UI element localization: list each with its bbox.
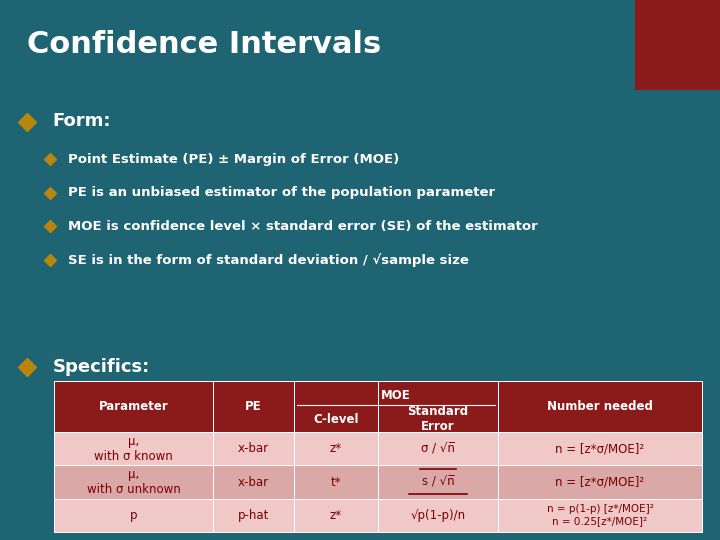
Text: PE: PE	[245, 400, 261, 413]
Bar	[378, 432, 498, 465]
Text: PE is an unbiased estimator of the population parameter: PE is an unbiased estimator of the popul…	[68, 186, 495, 199]
Text: Standard
Error: Standard Error	[408, 405, 469, 433]
Text: n = p(1-p) [z*/MOE]²
n = 0.25[z*/MOE]²: n = p(1-p) [z*/MOE]² n = 0.25[z*/MOE]²	[546, 504, 653, 526]
Bar	[498, 432, 702, 465]
Text: p-hat: p-hat	[238, 509, 269, 522]
Text: C-level: C-level	[313, 413, 359, 426]
Bar	[213, 498, 294, 532]
Text: n = [z*σ/MOE]²: n = [z*σ/MOE]²	[555, 442, 644, 455]
Bar	[213, 381, 294, 432]
Bar	[294, 432, 378, 465]
Text: Number needed: Number needed	[547, 400, 653, 413]
Bar	[213, 432, 294, 465]
Bar	[294, 498, 378, 532]
Text: Parameter: Parameter	[99, 400, 168, 413]
Text: z*: z*	[330, 509, 342, 522]
Text: MOE is confidence level × standard error (SE) of the estimator: MOE is confidence level × standard error…	[68, 220, 538, 233]
Text: x-bar: x-bar	[238, 476, 269, 489]
Text: μ,
with σ known: μ, with σ known	[94, 435, 173, 463]
Text: Point Estimate (PE) ± Margin of Error (MOE): Point Estimate (PE) ± Margin of Error (M…	[68, 153, 400, 166]
Text: s / √n̅: s / √n̅	[422, 476, 454, 489]
Bar	[498, 465, 702, 498]
Text: MOE: MOE	[381, 389, 410, 402]
Bar	[54, 381, 213, 432]
Bar	[54, 498, 213, 532]
Text: σ / √n̅: σ / √n̅	[421, 442, 455, 455]
Bar	[294, 465, 378, 498]
Text: √p(1-p)/n: √p(1-p)/n	[410, 509, 466, 522]
Text: p: p	[130, 509, 137, 522]
Text: Specifics:: Specifics:	[53, 358, 150, 376]
Bar	[213, 465, 294, 498]
Text: μ,
with σ unknown: μ, with σ unknown	[86, 468, 180, 496]
Bar	[498, 498, 702, 532]
Bar	[378, 465, 498, 498]
Bar	[498, 381, 702, 432]
Text: SE is in the form of standard deviation / √sample size: SE is in the form of standard deviation …	[68, 253, 469, 267]
Bar	[378, 498, 498, 532]
Text: t*: t*	[330, 476, 341, 489]
Bar	[635, 0, 720, 90]
Text: x-bar: x-bar	[238, 442, 269, 455]
Bar	[54, 432, 213, 465]
Bar	[378, 381, 498, 432]
Bar	[54, 465, 213, 498]
Text: z*: z*	[330, 442, 342, 455]
Bar	[294, 381, 378, 432]
Text: n = [z*σ/MOE]²: n = [z*σ/MOE]²	[555, 476, 644, 489]
Text: Confidence Intervals: Confidence Intervals	[27, 30, 382, 59]
Text: Form:: Form:	[53, 112, 111, 131]
